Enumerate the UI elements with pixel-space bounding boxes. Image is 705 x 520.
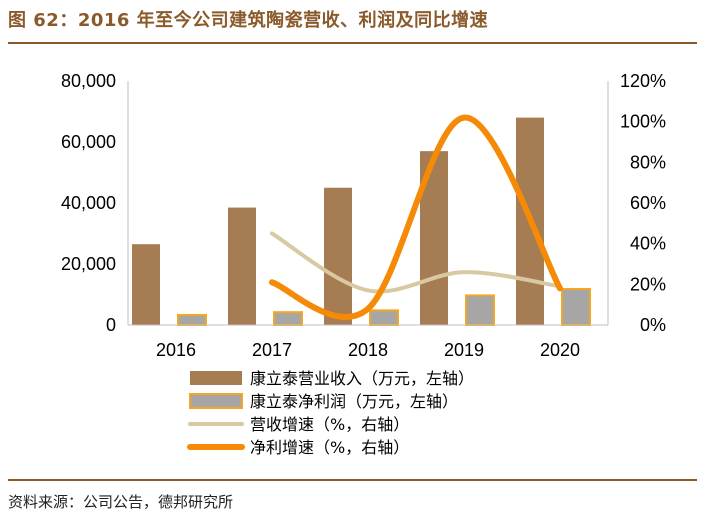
right-tick-label: 100% [620,112,666,132]
left-tick-label: 0 [106,315,116,335]
chart-title: 图 62：2016 年至今公司建筑陶瓷营收、利润及同比增速 [8,10,489,31]
revenue-bar [132,244,160,325]
x-tick-label: 2020 [540,340,580,360]
x-tick-label: 2019 [444,340,484,360]
source-note: 资料来源：公司公告，德邦研究所 [8,493,234,511]
legend-swatch [189,393,243,409]
net-profit-bar [273,311,303,327]
footer-rule [8,479,697,481]
revenue-bar [324,187,352,325]
net-profit-bar [561,288,591,327]
x-tick-label: 2016 [156,340,196,360]
legend-label: 营收增速（%，右轴） [250,415,409,434]
right-tick-label: 120% [620,71,666,91]
right-tick-label: 80% [630,152,666,172]
right-tick-label: 20% [630,274,666,294]
combo-chart: 0 20,000 40,000 60,000 80,000 0% 20% 40% 60% 80% 1… [61,71,666,457]
legend-label: 康立泰营业收入（万元，左轴） [250,369,474,388]
right-tick-label: 60% [630,193,666,213]
profit-growth-line [269,114,563,320]
lines-layer [269,114,563,320]
revenue-growth-line [270,231,562,294]
left-tick-label: 60,000 [61,132,116,152]
bars-layer [132,117,591,327]
right-tick-label: 0% [640,315,666,335]
legend-label: 净利增速（%，右轴） [250,438,409,457]
left-tick-label: 20,000 [61,254,116,274]
revenue-bar [228,207,256,325]
net-profit-bar [177,313,207,326]
net-profit-bar [465,294,495,327]
net-profit-bar [369,309,399,326]
left-tick-label: 80,000 [61,71,116,91]
x-tick-label: 2017 [252,340,292,360]
legend: 康立泰营业收入（万元，左轴） 康立泰净利润（万元，左轴） 营收增速（%，右轴） 净利增… [187,369,474,457]
title-rule [8,42,697,44]
legend-label: 康立泰净利润（万元，左轴） [250,392,458,411]
x-tick-label: 2018 [348,340,388,360]
right-tick-label: 40% [630,234,666,254]
left-tick-label: 40,000 [61,193,116,213]
axes-layer: 0 20,000 40,000 60,000 80,000 0% 20% 40% 60% 80% 1… [61,71,666,360]
legend-swatch [190,371,242,385]
